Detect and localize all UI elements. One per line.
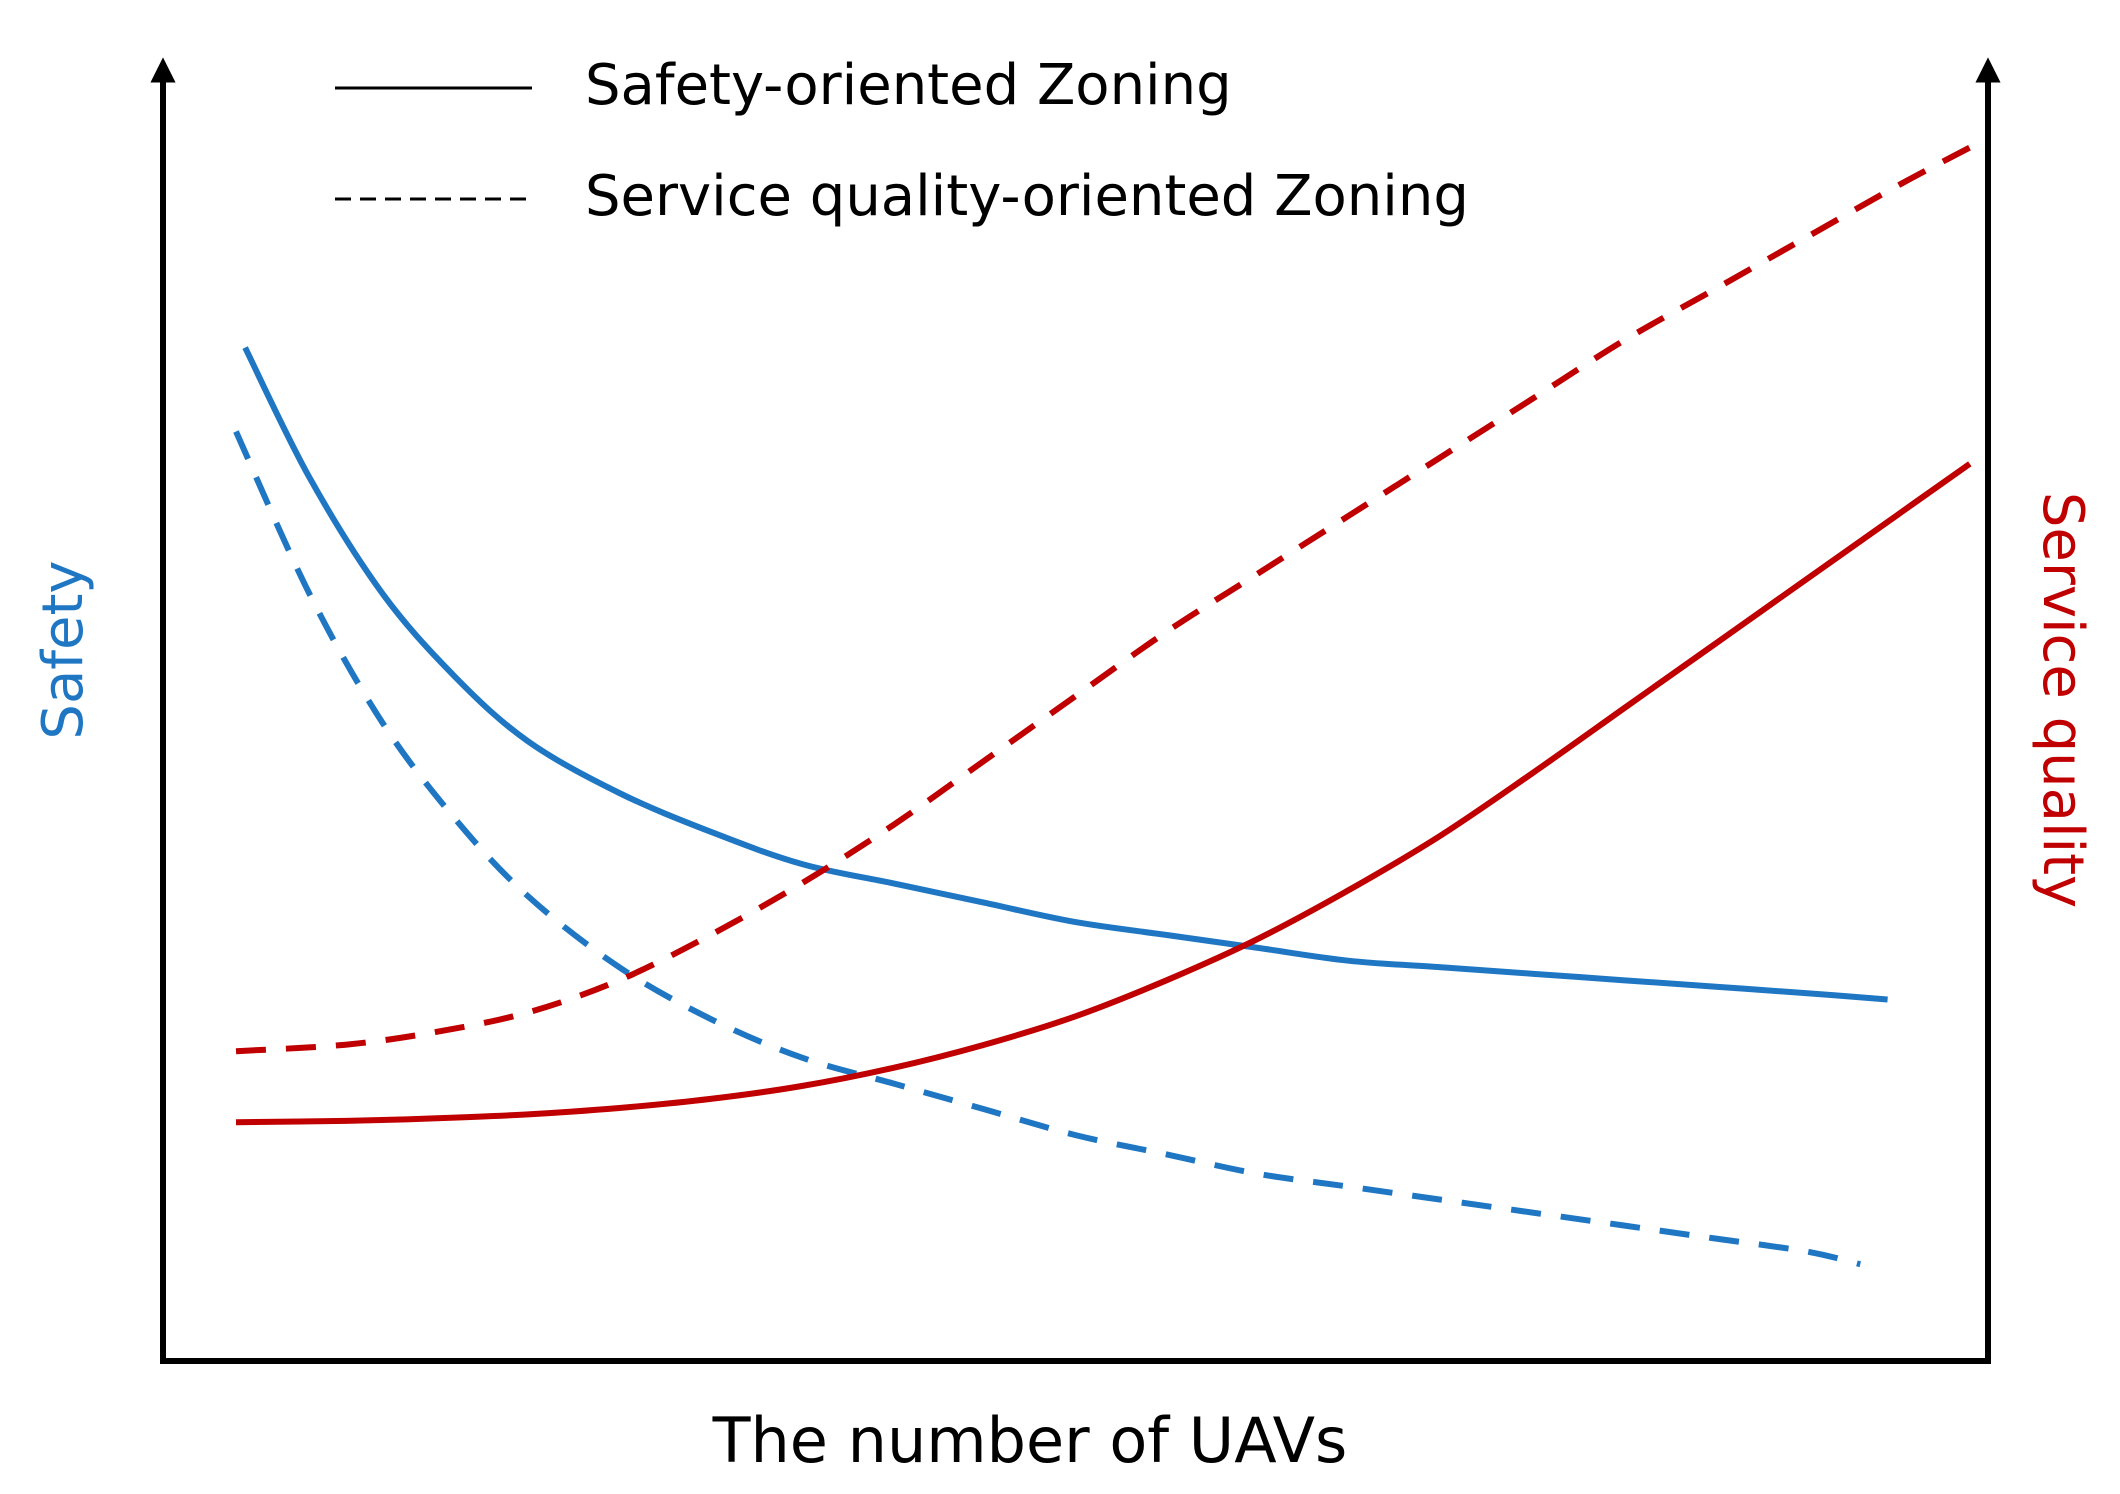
- series-line-service-service-oriented: [235, 144, 1972, 1055]
- series-line-service-safety-oriented: [235, 461, 1972, 1126]
- legend-label-dashed: Service quality-oriented Zoning: [585, 164, 1469, 229]
- series-line-safety-service-oriented: [233, 430, 1862, 1268]
- series-line-safety-safety-oriented: [242, 346, 1888, 1003]
- series-layer: [233, 144, 1972, 1268]
- right-y-axis-label: Service quality: [2030, 492, 2095, 908]
- legend-label-solid: Safety-oriented Zoning: [585, 53, 1232, 118]
- x-axis-label: The number of UAVs: [712, 1404, 1348, 1477]
- legend: Safety-oriented Zoning Service quality-o…: [335, 53, 1469, 229]
- left-y-axis-label: Safety: [31, 560, 96, 739]
